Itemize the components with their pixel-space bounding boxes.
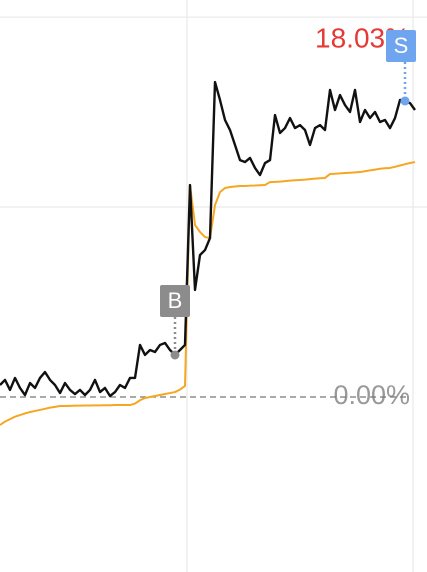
marker-label: B	[168, 288, 183, 313]
marker-box	[386, 30, 416, 62]
marker-point	[170, 350, 180, 360]
marker-point	[400, 96, 410, 106]
series-line	[0, 161, 416, 426]
series-line	[0, 80, 416, 398]
marker-box	[160, 284, 190, 317]
reference-label: 0.00%	[333, 380, 410, 410]
marker-label: S	[394, 33, 409, 58]
